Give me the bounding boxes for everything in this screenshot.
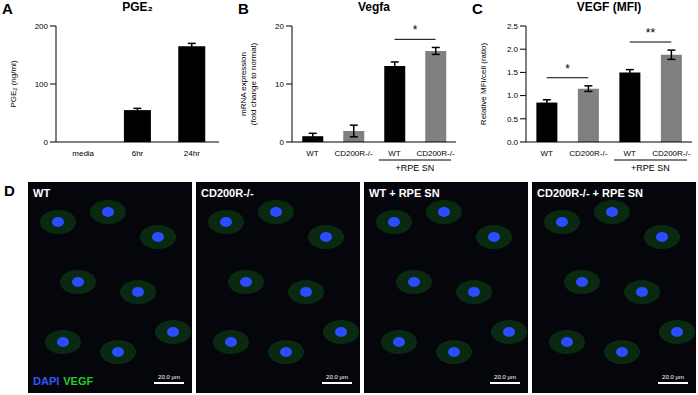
svg-text:WT: WT [33, 187, 50, 199]
svg-text:DAPIVEGF: DAPIVEGF [33, 375, 94, 387]
svg-text:0.0: 0.0 [507, 138, 519, 147]
svg-text:PGE₂ (ng/ml): PGE₂ (ng/ml) [9, 60, 18, 107]
svg-text:0.5: 0.5 [507, 115, 519, 124]
svg-text:0: 0 [280, 138, 285, 147]
svg-text:2.5: 2.5 [507, 22, 519, 31]
svg-text:+RPE SN: +RPE SN [631, 163, 670, 173]
svg-text:Relative MFI/cell (ratio): Relative MFI/cell (ratio) [479, 43, 488, 126]
svg-text:WT: WT [541, 149, 554, 158]
html-text:VEGF (MFI): VEGF (MFI) [576, 0, 642, 14]
svg-text:20.0 µm: 20.0 µm [494, 374, 516, 380]
svg-text:0: 0 [44, 138, 49, 147]
svg-text:WT: WT [306, 149, 319, 158]
svg-text:CD200R-/-: CD200R-/- [201, 187, 254, 199]
svg-text:CD200R-/- + RPE SN: CD200R-/- + RPE SN [537, 187, 643, 199]
svg-text:*: * [413, 23, 418, 37]
svg-text:WT: WT [624, 149, 637, 158]
html-text:Vegfa: Vegfa [358, 0, 390, 14]
svg-text:media: media [72, 149, 94, 158]
svg-text:+RPE SN: +RPE SN [396, 163, 435, 173]
html-text:A: A [2, 0, 13, 17]
svg-text:20.0 µm: 20.0 µm [662, 374, 684, 380]
svg-text:1.0: 1.0 [507, 91, 519, 100]
svg-text:24hr: 24hr [184, 149, 200, 158]
svg-text:20: 20 [275, 22, 284, 31]
svg-text:100: 100 [35, 80, 49, 89]
html-text:PGE₂: PGE₂ [122, 0, 153, 14]
html-text:C: C [472, 0, 483, 17]
svg-text:mRNA expression(fold change to: mRNA expression(fold change to normal) [239, 43, 258, 126]
svg-text:*: * [565, 62, 570, 76]
html-text:D: D [4, 182, 15, 199]
svg-text:20.0 µm: 20.0 µm [158, 374, 180, 380]
svg-text:CD200R-/-: CD200R-/- [334, 149, 373, 158]
svg-text:CD200R-/-: CD200R-/- [416, 149, 455, 158]
svg-text:6hr: 6hr [132, 149, 144, 158]
html-text:B: B [238, 0, 249, 17]
svg-text:CD200R-/-: CD200R-/- [569, 149, 608, 158]
svg-text:2.0: 2.0 [507, 45, 519, 54]
svg-text:**: ** [646, 26, 656, 40]
svg-text:WT: WT [388, 149, 401, 158]
svg-text:10: 10 [275, 80, 284, 89]
svg-text:CD200R-/-: CD200R-/- [652, 149, 691, 158]
svg-text:WT + RPE SN: WT + RPE SN [369, 187, 440, 199]
svg-text:1.5: 1.5 [507, 68, 519, 77]
svg-text:20.0 µm: 20.0 µm [326, 374, 348, 380]
svg-text:200: 200 [35, 22, 49, 31]
